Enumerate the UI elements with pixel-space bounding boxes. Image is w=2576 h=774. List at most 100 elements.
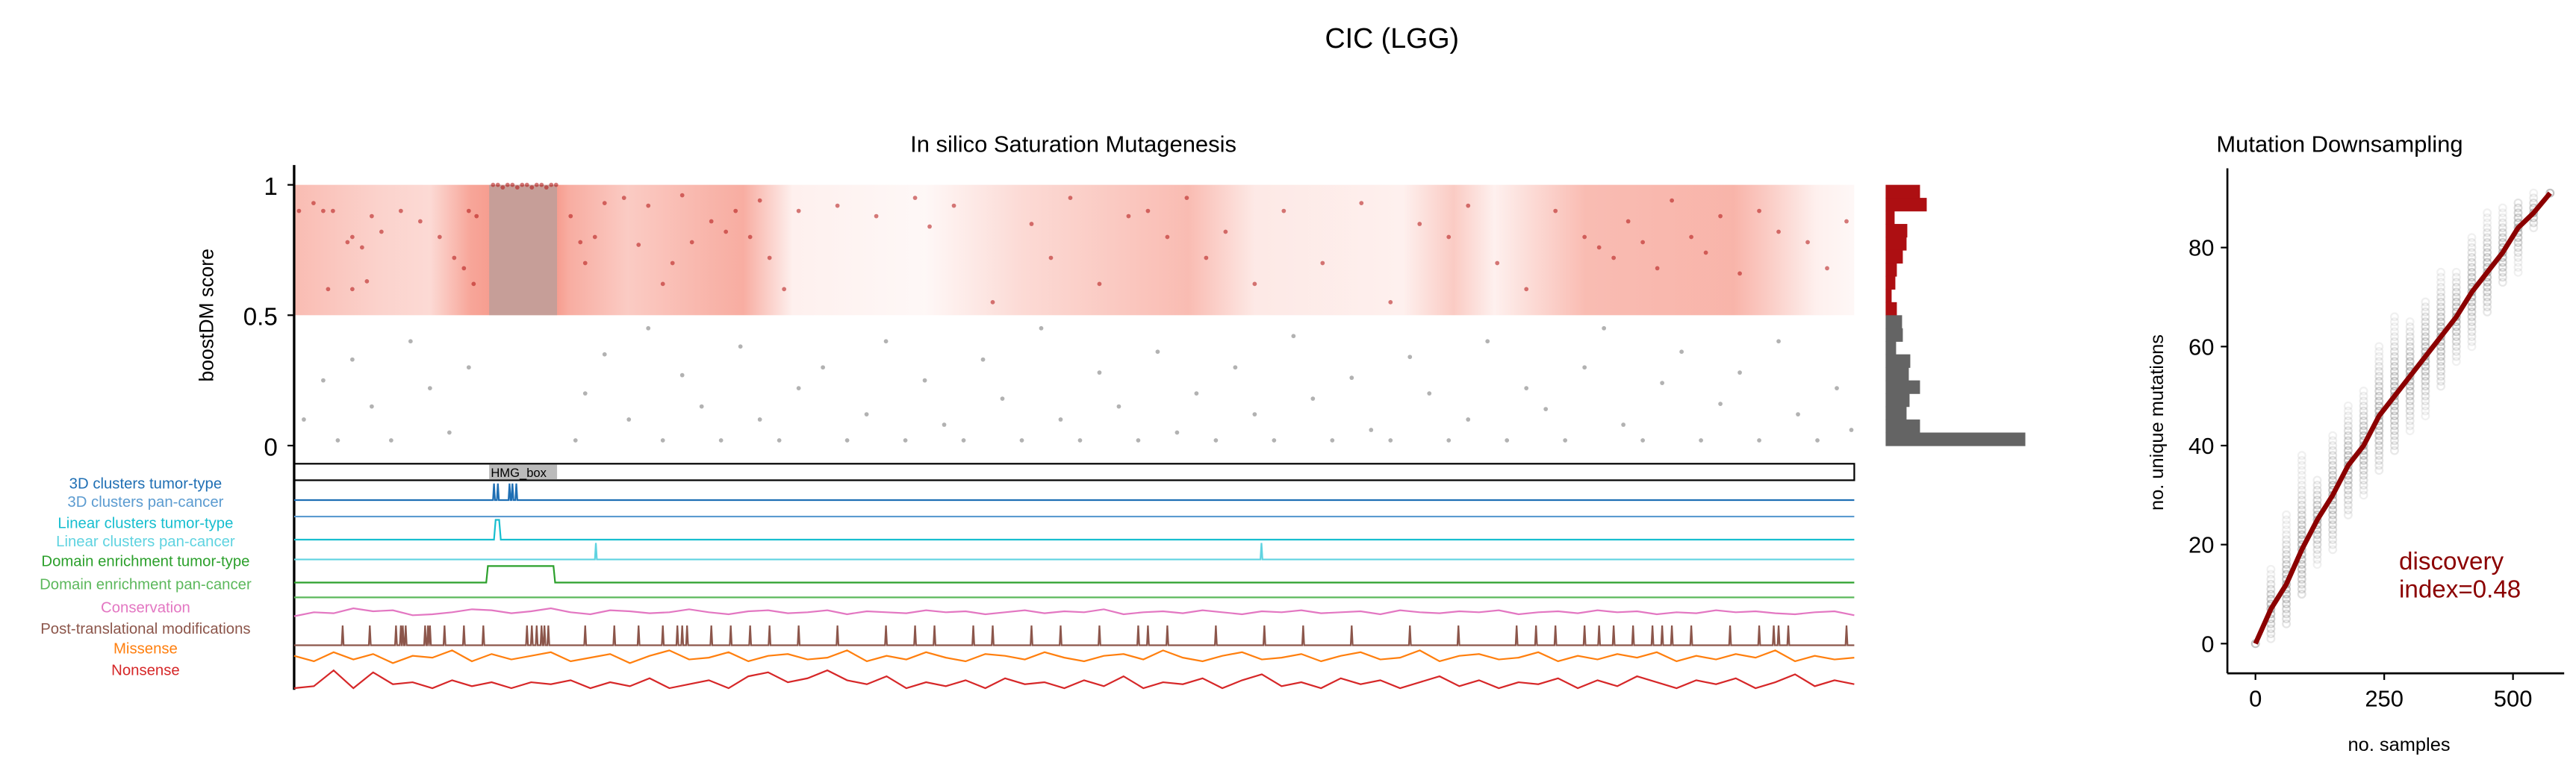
passenger-point — [408, 339, 413, 344]
ds-point — [2389, 421, 2399, 431]
histogram-bar — [1885, 249, 1903, 264]
ds-point — [2343, 451, 2353, 461]
ds-point — [2483, 287, 2492, 297]
ds-point — [2282, 555, 2292, 564]
ds-point — [2343, 505, 2353, 515]
ds-point — [2467, 278, 2477, 287]
driver-point — [514, 185, 520, 190]
ds-point — [2483, 307, 2492, 316]
driver-point — [398, 208, 403, 213]
ds-point — [2282, 614, 2292, 624]
driver-point — [767, 255, 772, 260]
passenger-point — [1233, 365, 1238, 370]
driver-point — [1359, 201, 1364, 205]
passenger-point — [1213, 438, 1219, 443]
driver-point — [505, 182, 510, 187]
ds-point — [2405, 317, 2415, 327]
ds-point — [2451, 357, 2461, 366]
driver-point — [495, 182, 500, 187]
ds-point — [2282, 525, 2292, 534]
ds-point — [2498, 223, 2507, 233]
ds-point — [2374, 426, 2384, 436]
ds-point — [2436, 322, 2446, 331]
ds-point — [2343, 495, 2353, 505]
ds-point — [2467, 252, 2477, 262]
ds-point — [2389, 346, 2399, 356]
driver-point — [491, 182, 496, 187]
driver-point — [1776, 229, 1781, 234]
histogram-bar — [1885, 380, 1920, 394]
ds-point — [2436, 312, 2446, 322]
ds-point — [2266, 579, 2276, 589]
driver-point — [835, 203, 840, 208]
ds-points — [2250, 188, 2555, 649]
driver-point — [500, 185, 505, 190]
ds-point — [2467, 302, 2477, 312]
passenger-point — [844, 438, 850, 443]
ds-point — [2436, 293, 2446, 302]
main-ylabel: boostDM score — [196, 249, 218, 381]
ds-point — [2359, 396, 2368, 406]
ds-point — [2282, 520, 2292, 530]
hmg-box-domain — [489, 464, 558, 480]
ds-point — [2328, 451, 2338, 461]
driver-point — [1689, 234, 1693, 240]
ds-point — [2451, 327, 2461, 337]
passenger-point — [679, 372, 685, 378]
ds-point — [2405, 387, 2415, 396]
passenger-point — [1582, 365, 1587, 370]
ds-point — [2436, 376, 2446, 386]
ds-point — [2421, 411, 2430, 421]
ds-point — [2405, 322, 2415, 331]
passenger-point — [1272, 438, 1277, 443]
ds-point — [2343, 490, 2353, 500]
ds-point — [2266, 629, 2276, 639]
figure-suptitle: CIC (LGG) — [1325, 22, 1460, 54]
ds-ytick-label: 60 — [2188, 334, 2214, 360]
ds-point — [2343, 411, 2353, 421]
passenger-point — [864, 412, 869, 416]
driver-point — [951, 203, 956, 208]
ds-point — [2328, 520, 2338, 530]
passenger-point — [1155, 349, 1160, 355]
passenger-point — [1563, 438, 1568, 443]
ds-point — [2483, 282, 2492, 292]
ds-point — [2421, 376, 2430, 386]
ds-point — [2312, 485, 2322, 495]
ds-point — [2374, 372, 2384, 381]
ds-point — [2436, 267, 2446, 277]
ds-point — [2436, 282, 2446, 292]
driver-point — [1640, 240, 1646, 245]
ds-point — [2451, 267, 2461, 277]
ds-point — [2421, 312, 2430, 322]
ds-point — [2297, 455, 2306, 465]
passenger-point — [1000, 396, 1005, 401]
ds-point — [2483, 293, 2492, 302]
ds-point — [2282, 549, 2292, 559]
ds-ticks: 0 250 500 0 20 40 60 80 — [2188, 235, 2532, 712]
ds-point — [2513, 213, 2523, 222]
passenger-point — [1369, 428, 1374, 432]
ds-point — [2405, 416, 2415, 425]
ds-point — [2498, 213, 2507, 222]
ds-point — [2312, 555, 2322, 564]
driver-point — [874, 213, 879, 219]
ds-point — [2328, 530, 2338, 540]
ds-point — [2374, 446, 2384, 455]
ds-annotation-line1: discovery — [2399, 548, 2504, 575]
passenger-point — [1136, 438, 1141, 443]
passenger-point — [660, 438, 665, 443]
ds-point — [2389, 431, 2399, 440]
histogram-bar — [1885, 275, 1896, 290]
passenger-point — [1310, 396, 1316, 401]
ds-point — [2389, 327, 2399, 337]
driver-point — [1757, 208, 1761, 213]
ds-point — [2343, 446, 2353, 455]
ds-point — [2359, 461, 2368, 470]
driver-point — [549, 182, 554, 187]
driver-point — [1223, 229, 1228, 234]
driver-point — [466, 208, 471, 213]
ds-point — [2328, 431, 2338, 440]
ds-point — [2389, 342, 2399, 352]
ds-ytick-label: 20 — [2188, 532, 2214, 558]
